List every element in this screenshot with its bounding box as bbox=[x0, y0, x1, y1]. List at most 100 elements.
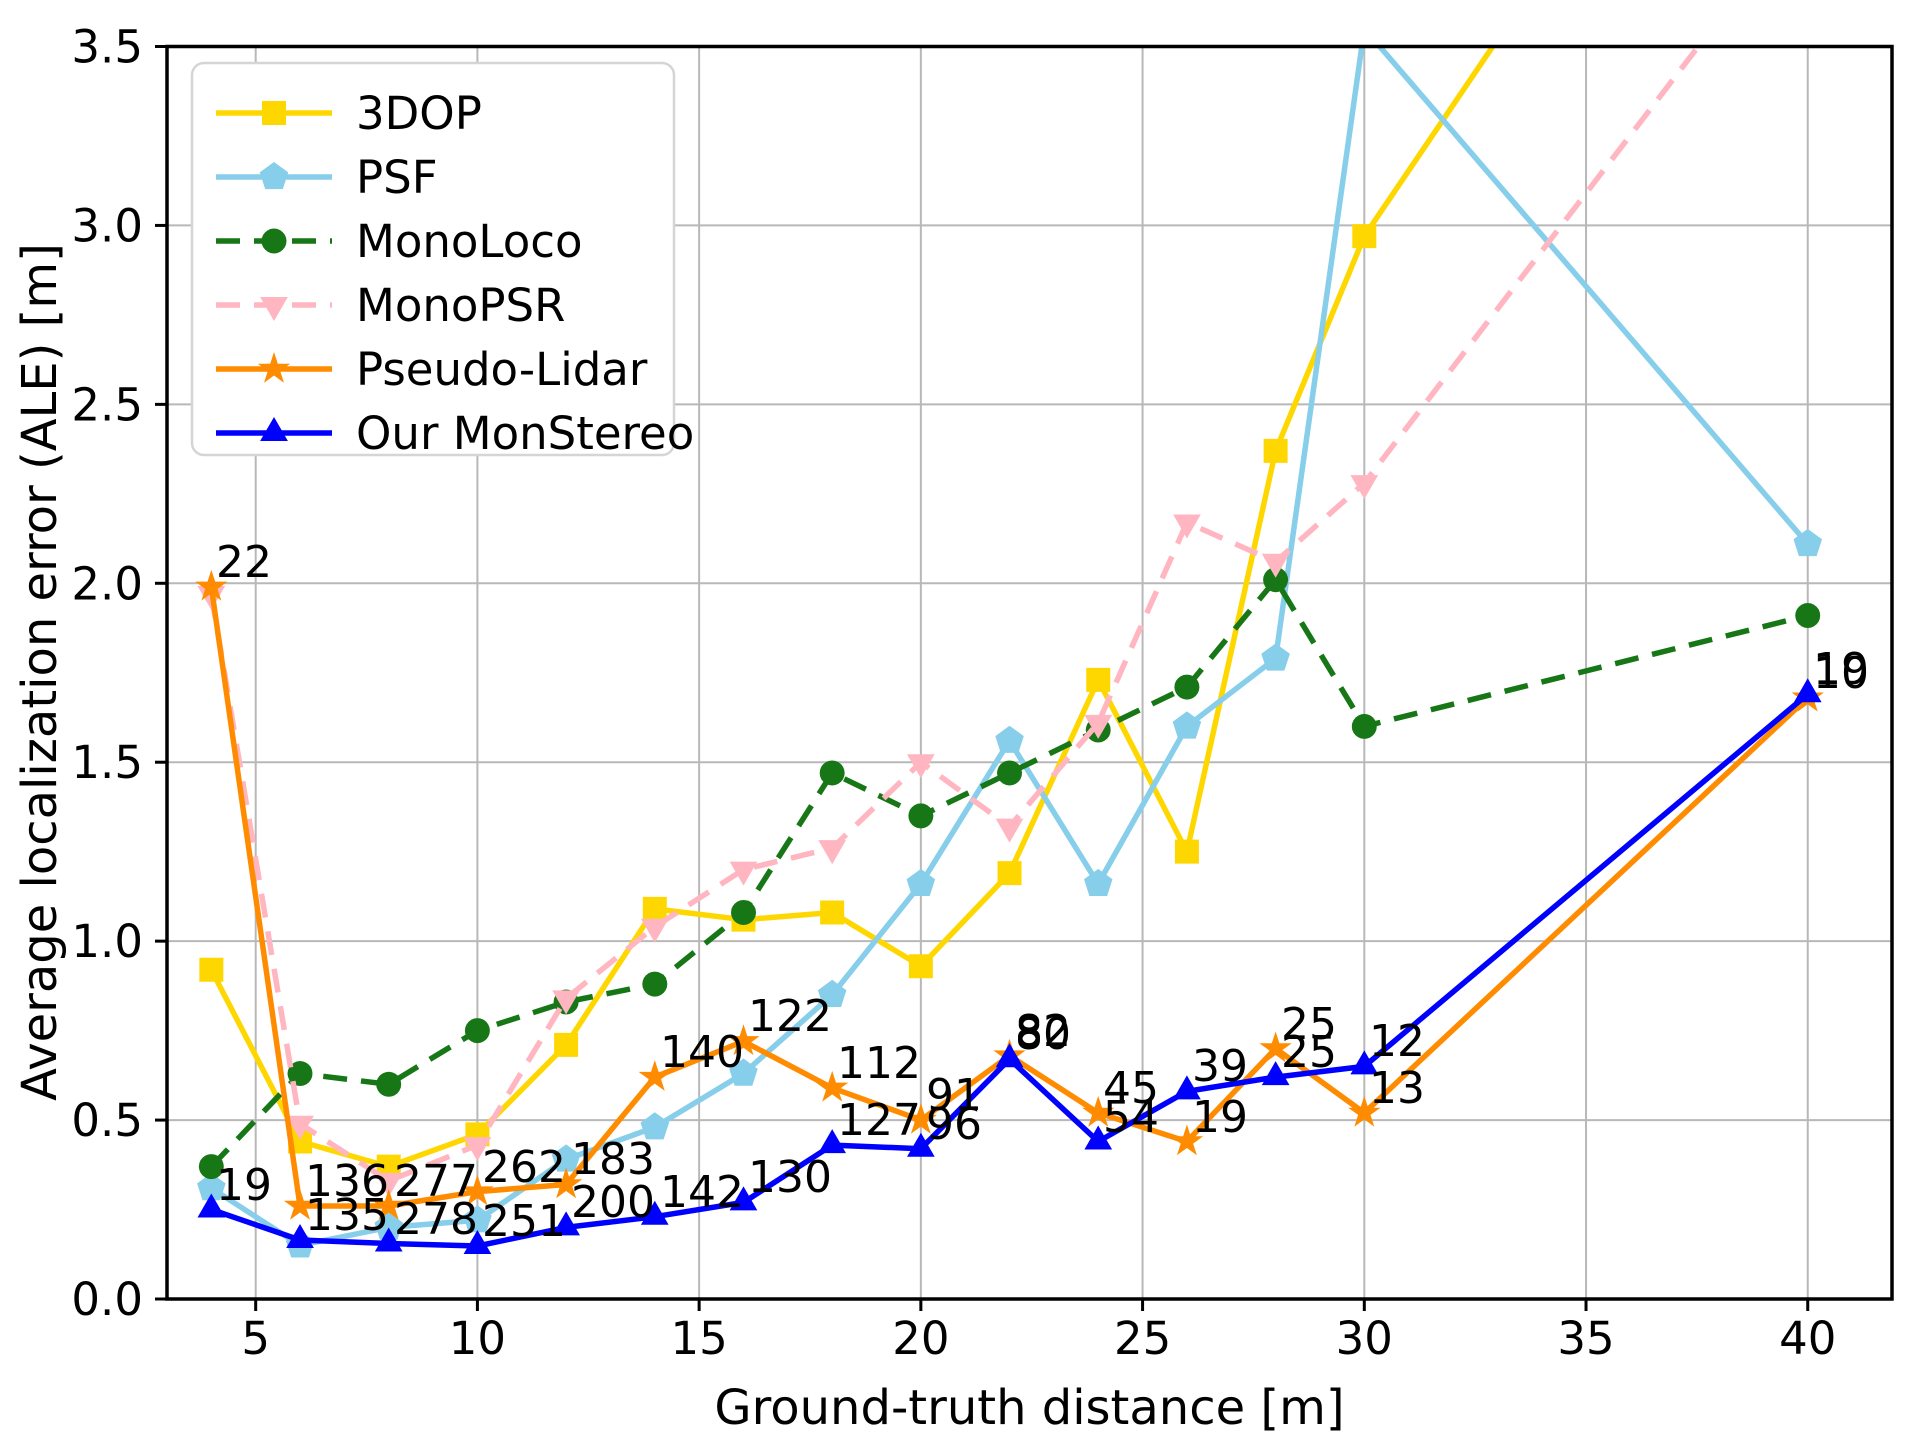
point-annotation: 96 bbox=[926, 1099, 982, 1150]
legend-triangle-up-marker bbox=[260, 417, 288, 441]
square-marker bbox=[376, 1154, 401, 1179]
pentagon-marker bbox=[640, 1112, 670, 1140]
square-marker bbox=[554, 1032, 579, 1057]
point-annotation: 39 bbox=[1192, 1041, 1248, 1092]
star-marker bbox=[1348, 1095, 1381, 1127]
point-annotation: 130 bbox=[748, 1152, 832, 1203]
triangle-down-marker bbox=[907, 754, 935, 779]
pentagon-marker bbox=[1084, 868, 1113, 896]
star-marker bbox=[1170, 1124, 1204, 1156]
pentagon-marker bbox=[374, 1212, 403, 1240]
legend-label-PSF: PSF bbox=[356, 151, 438, 204]
legend-label-Pseudo-Lidar: Pseudo-Lidar bbox=[356, 343, 648, 396]
circle-marker bbox=[198, 1154, 224, 1180]
point-annotation: 251 bbox=[482, 1196, 566, 1247]
series-PSF bbox=[197, 46, 1822, 1258]
triangle-up-marker bbox=[1793, 678, 1822, 703]
legend-box bbox=[190, 61, 676, 457]
x-axis-title: Ground-truth distance [m] bbox=[714, 1380, 1345, 1436]
triangle-up-marker bbox=[818, 1129, 846, 1154]
pentagon-marker bbox=[906, 868, 936, 896]
point-annotation: 54 bbox=[1103, 1092, 1159, 1143]
circle-marker bbox=[819, 760, 845, 786]
star-marker bbox=[638, 1060, 671, 1091]
circle-marker bbox=[287, 1061, 313, 1086]
series-3DOP bbox=[199, 46, 1497, 1179]
square-marker bbox=[908, 954, 933, 979]
triangle-up-marker bbox=[640, 1200, 669, 1225]
triangle-up-marker bbox=[197, 1193, 226, 1218]
star-marker bbox=[816, 1070, 849, 1102]
legend-pentagon-marker bbox=[259, 162, 289, 190]
legend: 3DOP PSF MonoLoco MonoPSR Pseudo-Lidar Our Mo… bbox=[190, 61, 694, 460]
star-marker bbox=[372, 1189, 405, 1220]
pentagon-marker bbox=[817, 979, 847, 1007]
point-annotation: 183 bbox=[571, 1134, 655, 1185]
x-tick-label: 15 bbox=[671, 1312, 728, 1365]
triangle-up-marker bbox=[1261, 1061, 1290, 1086]
pentagon-marker bbox=[995, 725, 1024, 753]
triangle-down-marker bbox=[1084, 714, 1113, 739]
pentagon-marker bbox=[1261, 643, 1290, 671]
point-annotation: 122 bbox=[748, 991, 832, 1042]
point-annotation: 277 bbox=[394, 1156, 478, 1207]
pentagon-marker bbox=[463, 1205, 492, 1233]
point-annotation: 25 bbox=[1281, 1027, 1337, 1078]
triangle-up-marker bbox=[286, 1224, 314, 1248]
circle-marker bbox=[642, 971, 668, 997]
point-annotation: 200 bbox=[571, 1177, 655, 1228]
series-MonoPSR bbox=[197, 46, 1702, 1197]
y-tick-label: 3.0 bbox=[71, 199, 143, 252]
triangle-down-marker bbox=[374, 1172, 403, 1197]
y-axis-title: Average localization error (ALE) [m] bbox=[12, 243, 68, 1101]
x-tick-label: 25 bbox=[1114, 1312, 1171, 1365]
legend-label-MonoLoco: MonoLoco bbox=[356, 215, 583, 268]
plot-border bbox=[165, 44, 1894, 1301]
star-marker bbox=[195, 569, 228, 601]
circle-marker bbox=[1174, 674, 1200, 700]
series-MonoLoco-line bbox=[209, 576, 1809, 1169]
legend-label-MonoPSR: MonoPSR bbox=[356, 279, 565, 332]
point-annotation: 19 bbox=[1813, 644, 1869, 695]
point-annotation: 140 bbox=[660, 1027, 744, 1078]
point-annotation: 112 bbox=[837, 1038, 921, 1089]
legend-triangle-down-marker bbox=[260, 297, 288, 321]
pentagon-marker bbox=[1793, 528, 1822, 557]
square-marker bbox=[199, 957, 224, 982]
triangle-down-marker bbox=[463, 1137, 492, 1162]
point-annotation: 80 bbox=[1015, 1009, 1071, 1060]
point-annotation: 142 bbox=[660, 1167, 744, 1218]
triangle-up-marker bbox=[995, 1043, 1024, 1068]
square-marker bbox=[1174, 839, 1199, 864]
square-marker bbox=[820, 900, 845, 925]
x-tick-label: 10 bbox=[449, 1312, 506, 1365]
y-tick-label: 2.5 bbox=[71, 378, 143, 431]
triangle-down-marker bbox=[286, 1115, 314, 1140]
triangle-down-marker bbox=[818, 840, 846, 865]
legend-square-marker bbox=[262, 101, 286, 125]
circle-marker bbox=[731, 900, 756, 925]
x-tick-label: 35 bbox=[1557, 1312, 1614, 1365]
square-marker bbox=[642, 896, 667, 921]
y-tick-label: 1.0 bbox=[71, 915, 143, 968]
star-marker bbox=[1259, 1031, 1292, 1063]
triangle-down-marker bbox=[1173, 514, 1201, 539]
y-tick-label: 0.0 bbox=[71, 1273, 143, 1326]
point-annotation: 45 bbox=[1103, 1063, 1159, 1114]
circle-marker bbox=[376, 1071, 402, 1097]
triangle-down-marker bbox=[729, 861, 758, 886]
point-annotation: 19 bbox=[1192, 1092, 1248, 1143]
star-marker bbox=[727, 1024, 760, 1056]
triangle-down-marker bbox=[995, 818, 1024, 843]
star-marker bbox=[461, 1174, 494, 1206]
point-annotation: 10 bbox=[1813, 648, 1869, 699]
triangle-up-marker bbox=[374, 1227, 403, 1252]
triangle-up-marker bbox=[729, 1186, 758, 1211]
series-Pseudo-Lidar bbox=[195, 569, 1824, 1220]
point-annotation: 25 bbox=[1281, 999, 1337, 1050]
star-marker bbox=[283, 1189, 317, 1220]
legend-label-Our MonStereo: Our MonStereo bbox=[356, 407, 694, 460]
circle-marker bbox=[1351, 713, 1377, 739]
